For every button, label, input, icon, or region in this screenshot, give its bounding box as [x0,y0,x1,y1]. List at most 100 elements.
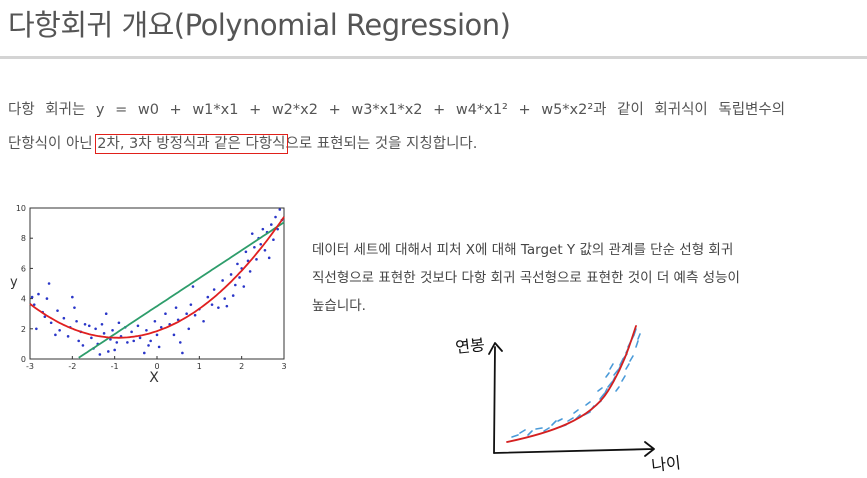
data-point [270,223,273,226]
data-point [75,319,78,323]
x-tick-label: 1 [197,362,202,371]
data-point [236,262,239,266]
data-point [56,309,59,312]
sketch-mark [527,430,533,436]
title-divider [0,56,867,59]
sketch-mark [615,386,620,392]
data-point [136,324,140,328]
data-point [143,351,146,355]
data-point [231,294,235,297]
data-point [102,332,106,335]
sketch-mark [535,427,543,430]
data-point [66,335,70,338]
data-point [174,306,178,309]
data-point [272,238,275,242]
y-tick-label: 8 [21,234,26,243]
polynomial-fit-curve [29,216,285,339]
data-point [47,282,51,285]
data-point [117,321,121,325]
data-point [250,232,254,235]
regression-chart: -3 -2 -1 0 1 2 3 0 2 4 6 8 10 X y [10,204,287,386]
description-line-1: 데이터 세트에 대해서 피처 X에 대해 Target Y 값의 관계를 단순 … [312,242,734,258]
data-point [259,242,263,246]
data-point [210,303,214,306]
page-title: 다항회귀 개요(Polynomial Regression) [8,8,511,42]
data-point [187,327,191,331]
intro-paragraph: 다항 회귀는 y = w0 + w1*x1 + w2*x2 + w3*x1*x2… [8,93,863,161]
data-point [35,327,38,331]
data-point [149,339,152,343]
x-tick-label: -3 [26,362,34,371]
data-point [77,339,80,343]
data-point [202,319,205,323]
data-point [242,285,246,288]
data-point [274,215,277,219]
sketch-mark [511,434,519,438]
sketch-trend-curve [506,325,637,443]
linear-fit-line [78,221,285,359]
highlighted-phrase: 2차, 3차 방정식과 같은 다항식 [95,134,288,154]
sketch-mark [625,363,630,370]
data-point [147,344,150,347]
sketch-mark [573,409,579,414]
intro-line-1: 다항 회귀는 y = w0 + w1*x1 + w2*x2 + w3*x1*x2… [8,102,786,118]
x-tick-label: 2 [239,362,244,371]
data-point [189,303,193,306]
data-point [126,341,129,344]
data-point [248,270,252,273]
sketch-mark [567,417,574,422]
sketch-mark [605,372,610,378]
data-point [90,336,93,340]
data-point [132,339,136,343]
data-point [58,329,61,332]
data-point [181,351,184,355]
x-tick-label: 0 [154,362,159,371]
y-tick-label: 6 [21,264,26,273]
sketch-mark [629,355,634,362]
data-point [225,304,229,308]
data-point [212,288,216,291]
sketch-mark [633,328,637,336]
data-point [229,273,233,276]
data-point [62,316,66,320]
data-point [94,327,97,331]
sketch-mark [603,388,608,396]
data-point [83,322,87,326]
data-point [98,353,102,356]
sketch-x-axis [493,441,655,457]
data-point [253,245,256,249]
y-axis-label: y [10,275,18,290]
data-point [113,348,116,352]
data-point [193,313,197,317]
data-point [267,256,271,260]
sketch-y-label: 연봉 [454,335,485,357]
description-text: 데이터 세트에 대해서 피처 X에 대해 Target Y 값의 관계를 단순 … [312,236,857,320]
data-point [100,322,104,326]
data-point [111,329,114,332]
sketch-mark [597,387,603,392]
description-line-3: 높습니다. [312,298,366,314]
sketch-mark [585,401,591,406]
data-point [176,318,180,322]
data-point [30,295,34,299]
y-tick-label: 4 [21,295,26,304]
intro-line-2-start: 단항식이 아닌 [8,136,98,152]
data-point [221,279,224,282]
data-point [104,312,108,315]
data-point [178,341,182,344]
data-point [217,306,220,309]
data-point [81,344,85,347]
x-tick-label: -1 [111,362,119,371]
y-tick-label: 0 [21,355,26,364]
data-point [159,325,163,329]
intro-line-2: 단항식이 아닌 2차, 3차 방정식과 같은 다항식으로 표현되는 것을 지칭합… [8,127,863,161]
sketch-mark [519,429,526,434]
x-axis-label: X [149,370,159,386]
data-point [138,336,142,340]
sketch-mark [619,358,624,366]
data-point [234,283,237,287]
data-point [145,329,148,332]
sketch-y-axis [488,342,503,454]
data-point [32,303,36,306]
data-point [157,345,161,349]
